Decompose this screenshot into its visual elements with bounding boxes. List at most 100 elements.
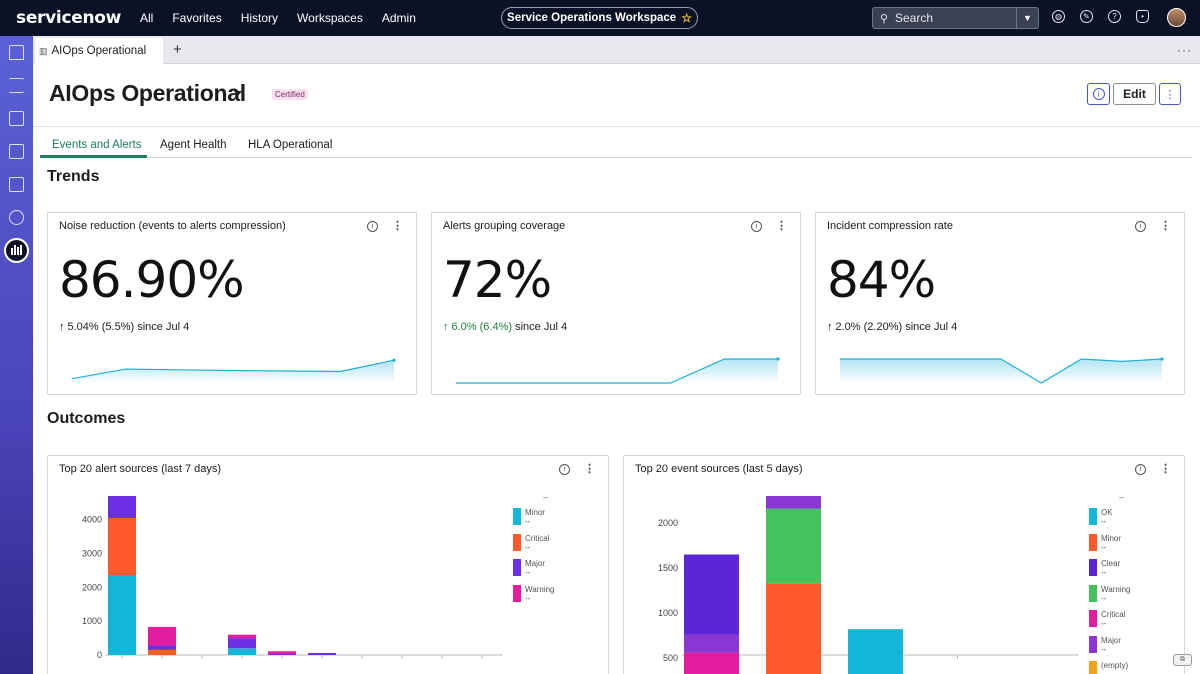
workflow-icon[interactable] bbox=[9, 210, 24, 225]
more-icon[interactable]: ⋮ bbox=[584, 463, 595, 475]
y-tick-label: 1500 bbox=[658, 563, 678, 573]
tab-agent-health[interactable]: Agent Health bbox=[160, 139, 227, 151]
left-rail bbox=[0, 36, 33, 674]
legend-item-minor[interactable]: Minor -- bbox=[1089, 533, 1121, 552]
bar-segment-warning bbox=[228, 634, 256, 639]
add-tab-button[interactable]: + bbox=[173, 41, 182, 58]
more-icon[interactable]: ⋮ bbox=[392, 220, 403, 232]
legend-label: Warning -- bbox=[1101, 584, 1131, 603]
user-avatar[interactable] bbox=[1167, 8, 1186, 27]
bar-segment-major bbox=[684, 634, 739, 653]
event-sources-chart: 500 1000 1500 2000 bbox=[658, 496, 1079, 674]
bar-segment-minor bbox=[766, 583, 821, 674]
bar-segment-minor bbox=[228, 648, 256, 655]
help-icon[interactable]: ? bbox=[1108, 10, 1121, 23]
legend-item-major[interactable]: Major -- bbox=[513, 559, 545, 577]
info-icon[interactable]: i bbox=[367, 221, 378, 232]
chart-card-event-sources: Top 20 event sources (last 5 days) i ⋮ 5… bbox=[623, 455, 1185, 674]
document-icon[interactable] bbox=[9, 144, 24, 159]
bar-segment-clear bbox=[684, 554, 739, 635]
sparkline-area bbox=[456, 359, 778, 383]
legend-item-warning[interactable]: Warning -- bbox=[513, 584, 555, 603]
legend-label: Major -- bbox=[1101, 635, 1122, 654]
sparkline bbox=[456, 357, 780, 384]
sparkline bbox=[840, 357, 1164, 384]
metric-delta: ↑ 6.0% (6.4%) since Jul 4 bbox=[443, 321, 568, 333]
nav-history[interactable]: History bbox=[240, 11, 279, 25]
legend-swatch bbox=[513, 584, 521, 602]
legend-swatch bbox=[1089, 559, 1097, 576]
table-list-icon[interactable] bbox=[9, 177, 24, 192]
more-options-button[interactable]: ⋮ bbox=[1159, 83, 1181, 105]
main-nav: All Favorites History Workspaces Admin bbox=[140, 11, 435, 25]
info-icon[interactable]: i bbox=[1135, 221, 1146, 232]
y-tick-label: 0 bbox=[97, 650, 102, 660]
info-button[interactable]: i bbox=[1087, 83, 1110, 105]
chart-card-alert-sources: Top 20 alert sources (last 7 days) i ⋮ 0… bbox=[47, 455, 609, 674]
page-tab[interactable]: ▥ AIOps Operational bbox=[35, 38, 163, 64]
list-icon[interactable] bbox=[9, 78, 24, 93]
edit-button[interactable]: Edit bbox=[1113, 83, 1156, 105]
more-icon[interactable]: ⋮ bbox=[1160, 463, 1171, 475]
legend-swatch bbox=[513, 533, 521, 551]
tab-hla-operational[interactable]: HLA Operational bbox=[248, 139, 333, 151]
legend-item-critical[interactable]: Critical -- bbox=[1089, 610, 1125, 628]
corner-badge[interactable]: ⧉ bbox=[1173, 654, 1192, 666]
bar-segment-warning bbox=[268, 651, 296, 654]
workspace-pill[interactable]: Service Operations Workspace ☆ bbox=[501, 7, 698, 29]
legend-label: Clear -- bbox=[1101, 559, 1121, 577]
search-label: Search bbox=[895, 11, 934, 25]
chart-title: Top 20 alert sources (last 7 days) bbox=[59, 463, 222, 475]
legend-item-warning[interactable]: Warning -- bbox=[1089, 584, 1131, 603]
global-search[interactable]: ⚲ Search ▼ bbox=[872, 7, 1039, 29]
sparkline-area bbox=[840, 359, 1162, 383]
metric-value: 72% bbox=[443, 251, 552, 309]
page-title: AIOps Operational bbox=[49, 80, 246, 106]
legend-header: -- bbox=[1119, 493, 1125, 502]
sparkline-area bbox=[72, 360, 394, 383]
more-icon[interactable]: ⋮ bbox=[1160, 220, 1171, 232]
card-title: Noise reduction (events to alerts compre… bbox=[59, 220, 286, 232]
bar-segment-major bbox=[766, 496, 821, 509]
analytics-icon[interactable] bbox=[4, 238, 29, 263]
star-icon[interactable]: ☆ bbox=[681, 11, 692, 25]
info-icon[interactable]: i bbox=[1135, 464, 1146, 475]
sparkline-line bbox=[71, 359, 395, 380]
legend-item-empty[interactable]: (empty) bbox=[1089, 661, 1128, 674]
nav-all[interactable]: All bbox=[140, 11, 154, 25]
tab-events-and-alerts[interactable]: Events and Alerts bbox=[52, 139, 142, 151]
nav-admin[interactable]: Admin bbox=[381, 11, 416, 25]
trend-card-incident-compression: Incident compression rate i ⋮ 84% ↑ 2.0% … bbox=[815, 212, 1185, 395]
nav-workspaces[interactable]: Workspaces bbox=[297, 11, 363, 25]
legend-label: Warning -- bbox=[525, 584, 555, 603]
legend-item-clear[interactable]: Clear -- bbox=[1089, 559, 1120, 577]
bell-icon[interactable]: • bbox=[1136, 10, 1149, 23]
globe-icon[interactable]: ◍ bbox=[1052, 10, 1065, 23]
legend-item-minor[interactable]: Minor -- bbox=[513, 508, 545, 526]
info-icon[interactable]: i bbox=[751, 221, 762, 232]
legend-item-ok[interactable]: OK -- bbox=[1089, 508, 1113, 526]
home-icon[interactable] bbox=[9, 45, 24, 60]
info-icon[interactable]: i bbox=[559, 464, 570, 475]
title-dropdown-icon[interactable] bbox=[234, 91, 242, 96]
search-dropdown-icon[interactable]: ▼ bbox=[1016, 8, 1038, 28]
bar-segment-major bbox=[228, 638, 256, 649]
bar-segment-critical bbox=[148, 649, 176, 655]
legend-swatch bbox=[1089, 508, 1097, 525]
page-tab-label: AIOps Operational bbox=[51, 45, 147, 57]
dashboard-grid-icon[interactable] bbox=[9, 111, 24, 126]
servicenow-logo[interactable]: servicenow bbox=[16, 8, 122, 28]
tabstrip-more-icon[interactable]: ··· bbox=[1177, 43, 1192, 57]
bar-segment-major bbox=[148, 645, 176, 650]
search-icon: ⚲ bbox=[879, 12, 889, 25]
tab-strip: ▥ AIOps Operational + ··· bbox=[33, 36, 1200, 64]
legend-header: -- bbox=[543, 493, 549, 502]
sparkline-end-point bbox=[1160, 357, 1164, 361]
chat-icon[interactable]: ✎ bbox=[1080, 10, 1093, 23]
legend-item-major[interactable]: Major -- bbox=[1089, 635, 1122, 654]
y-tick-label: 500 bbox=[663, 653, 678, 663]
y-tick-label: 2000 bbox=[658, 518, 678, 528]
legend-item-critical[interactable]: Critical -- bbox=[513, 533, 549, 552]
nav-favorites[interactable]: Favorites bbox=[172, 11, 222, 25]
more-icon[interactable]: ⋮ bbox=[776, 220, 787, 232]
